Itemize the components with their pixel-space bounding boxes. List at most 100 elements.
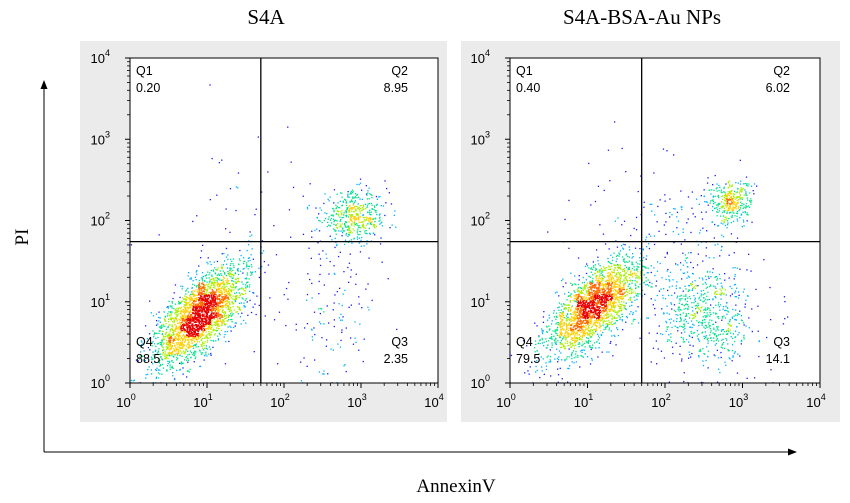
event-dot: [217, 278, 219, 280]
event-dot: [221, 307, 223, 309]
event-dot: [705, 316, 707, 318]
event-dot: [368, 309, 370, 311]
event-dot: [342, 230, 344, 232]
event-dot: [364, 219, 366, 221]
event-dot: [177, 322, 179, 325]
event-dot: [725, 194, 727, 196]
event-dot: [602, 321, 604, 323]
event-dot: [349, 226, 351, 228]
event-dot: [364, 230, 366, 232]
event-dot: [690, 231, 692, 234]
event-dot: [696, 335, 698, 337]
event-dot: [665, 233, 667, 236]
event-dot: [183, 301, 186, 303]
event-dot: [710, 200, 712, 202]
event-dot: [618, 301, 620, 304]
event-dot: [226, 304, 228, 307]
event-dot: [704, 201, 706, 203]
event-dot: [161, 333, 163, 335]
event-dot: [165, 328, 168, 330]
event-dot: [575, 300, 577, 302]
event-dot: [705, 335, 707, 337]
event-dot: [191, 325, 193, 327]
event-dot: [742, 291, 745, 293]
event-dot: [609, 180, 611, 182]
x-tick-label: 100: [116, 392, 135, 410]
event-dot: [727, 349, 730, 352]
event-dot: [666, 253, 668, 255]
event-dot: [631, 304, 633, 307]
event-dot: [159, 369, 161, 371]
event-dot: [550, 375, 552, 377]
event-dot: [227, 316, 230, 318]
event-dot: [684, 299, 686, 301]
event-dot: [658, 325, 660, 327]
event-dot: [594, 200, 597, 203]
event-dot: [351, 189, 354, 191]
event-dot: [206, 291, 208, 293]
event-dot: [196, 270, 198, 272]
event-dot: [169, 340, 171, 342]
event-dot: [687, 290, 689, 292]
event-dot: [174, 354, 176, 356]
event-dot: [180, 310, 182, 313]
event-dot: [601, 319, 603, 321]
event-dot: [723, 331, 726, 333]
event-dot: [569, 313, 572, 315]
event-dot: [208, 307, 210, 309]
event-dot: [191, 305, 193, 307]
event-dot: [747, 205, 750, 207]
event-dot: [198, 293, 200, 295]
event-dot: [336, 291, 338, 293]
event-dot: [637, 286, 639, 288]
event-dot: [225, 228, 227, 230]
event-dot: [181, 342, 184, 344]
event-dot: [152, 351, 154, 353]
event-dot: [167, 346, 170, 348]
event-dot: [206, 337, 208, 339]
event-dot: [628, 280, 630, 282]
event-dot: [209, 199, 211, 201]
event-dot: [210, 291, 212, 293]
event-dot: [217, 309, 219, 311]
event-dot: [201, 272, 204, 274]
event-dot: [209, 302, 211, 304]
event-dot: [613, 334, 615, 336]
event-dot: [183, 298, 185, 300]
event-dot: [682, 290, 684, 292]
event-dot: [240, 288, 242, 290]
event-dot: [702, 279, 704, 281]
event-dot: [564, 317, 566, 319]
event-dot: [334, 230, 336, 232]
event-dot: [194, 321, 196, 323]
event-dot: [206, 305, 209, 308]
event-dot: [200, 310, 203, 312]
event-dot: [628, 260, 630, 262]
event-dot: [200, 308, 202, 311]
event-dot: [187, 275, 189, 277]
event-dot: [155, 369, 158, 372]
event-dot: [607, 324, 609, 326]
event-dot: [635, 277, 637, 279]
event-dot: [205, 292, 207, 294]
event-dot: [180, 329, 182, 331]
event-dot: [203, 309, 205, 311]
event-dot: [747, 185, 749, 187]
event-dot: [745, 299, 747, 301]
event-dot: [205, 347, 207, 350]
event-dot: [188, 301, 190, 304]
event-dot: [243, 319, 245, 322]
event-dot: [208, 330, 210, 333]
event-dot: [318, 321, 321, 323]
event-dot: [170, 313, 173, 315]
event-dot: [228, 340, 230, 343]
event-dot: [227, 289, 230, 291]
event-dot: [201, 289, 203, 291]
event-dot: [184, 359, 186, 361]
event-dot: [211, 310, 213, 312]
event-dot: [602, 331, 604, 334]
event-dot: [226, 300, 228, 302]
event-dot: [653, 243, 656, 246]
event-dot: [201, 288, 203, 290]
event-dot: [626, 281, 628, 283]
